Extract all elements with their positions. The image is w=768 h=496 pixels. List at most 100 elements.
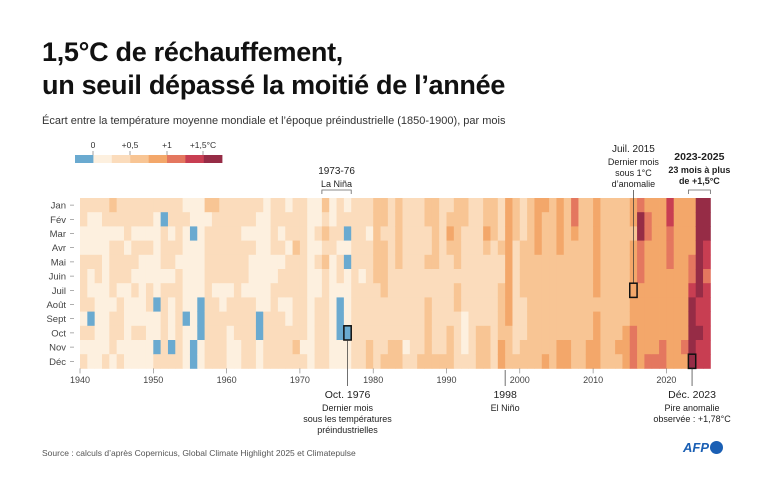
annotation-text: Pire anomalie — [665, 403, 720, 413]
heatmap-cell — [534, 311, 543, 327]
heatmap-cell — [681, 283, 689, 298]
heatmap-cell — [387, 269, 396, 284]
heatmap-cell — [292, 354, 301, 369]
heatmap-cell — [109, 340, 118, 355]
heatmap-cell — [189, 254, 198, 270]
heatmap-cell — [380, 254, 389, 270]
heatmap-cell — [409, 297, 418, 312]
heatmap-cell — [277, 311, 286, 327]
heatmap-cell — [446, 354, 455, 369]
heatmap-cell — [101, 198, 110, 213]
heatmap-cell — [380, 240, 389, 256]
heatmap-cell — [556, 198, 565, 213]
heatmap-cell — [321, 240, 330, 256]
heatmap-cell — [387, 240, 396, 256]
heatmap-cell — [512, 340, 521, 355]
heatmap-cell — [673, 297, 682, 312]
heatmap-cell — [453, 226, 462, 241]
heatmap-cell — [519, 269, 528, 284]
year-label: 2000 — [510, 375, 530, 385]
heatmap-cell — [424, 198, 433, 213]
heatmap-cell — [329, 283, 337, 298]
heatmap-cell — [167, 311, 176, 327]
heatmap-cell — [189, 198, 198, 213]
heatmap-cell — [248, 269, 257, 284]
heatmap-cell — [329, 354, 337, 369]
heatmap-cell — [101, 354, 110, 369]
heatmap-cell — [688, 297, 697, 312]
heatmap-cell — [365, 340, 374, 355]
heatmap-cell — [116, 311, 125, 327]
heatmap-cell — [681, 269, 689, 284]
heatmap-cell — [439, 354, 447, 369]
heatmap-cell — [417, 354, 425, 369]
heatmap-cell — [80, 283, 88, 298]
heatmap-cell — [461, 212, 469, 227]
heatmap-cell — [651, 198, 660, 213]
heatmap-cell — [607, 354, 616, 369]
heatmap-cell — [512, 226, 521, 241]
heatmap-cell — [123, 269, 132, 284]
heatmap-cell — [336, 297, 345, 312]
heatmap-cell — [387, 325, 396, 341]
heatmap-cell — [299, 283, 308, 298]
legend-swatch — [111, 155, 131, 163]
heatmap-cell — [329, 212, 337, 227]
heatmap-cell — [468, 198, 477, 213]
heatmap-cell — [666, 311, 675, 327]
heatmap-cell — [87, 354, 96, 369]
heatmap-cell — [248, 283, 257, 298]
heatmap-cell — [263, 283, 271, 298]
heatmap-cell — [292, 254, 301, 270]
heatmap-cell — [241, 283, 249, 298]
heatmap-cell — [666, 240, 675, 256]
heatmap-cell — [219, 325, 227, 341]
heatmap-cell — [182, 283, 191, 298]
heatmap-cell — [94, 340, 103, 355]
month-label: Jan — [51, 201, 66, 212]
heatmap-cell — [453, 311, 462, 327]
heatmap-cell — [263, 311, 271, 327]
heatmap-cell — [497, 354, 506, 369]
heatmap-cell — [673, 198, 682, 213]
heatmap-cell — [578, 311, 587, 327]
heatmap-cell — [387, 226, 396, 241]
heatmap-cell — [695, 212, 704, 227]
heatmap-cell — [233, 297, 242, 312]
heatmap-cell — [351, 283, 359, 298]
heatmap-cell — [483, 212, 491, 227]
heatmap-cell — [571, 297, 579, 312]
heatmap-cell — [703, 198, 711, 213]
heatmap-cell — [109, 198, 118, 213]
heatmap-cell — [189, 269, 198, 284]
heatmap-cell — [373, 283, 381, 298]
heatmap-cell — [270, 283, 279, 298]
heatmap-cell — [219, 311, 227, 327]
heatmap-cell — [600, 226, 609, 241]
annotation-text: sous les températures — [303, 414, 392, 424]
heatmap-cell — [299, 269, 308, 284]
heatmap-cell — [307, 354, 315, 369]
heatmap-cell — [263, 340, 271, 355]
heatmap-cell — [607, 340, 616, 355]
heatmap-cell — [211, 198, 220, 213]
heatmap-cell — [94, 240, 103, 256]
heatmap-cell — [255, 254, 264, 270]
heatmap-cell — [211, 283, 220, 298]
heatmap-cell — [534, 226, 543, 241]
heatmap-cell — [541, 354, 550, 369]
heatmap-cell — [461, 254, 469, 270]
heatmap-cell — [387, 354, 396, 369]
heatmap-cell — [145, 340, 154, 355]
heatmap-cell — [233, 311, 242, 327]
heatmap-cell — [131, 283, 140, 298]
heatmap-cell — [475, 198, 484, 213]
heatmap-cell — [659, 340, 667, 355]
heatmap-cell — [497, 269, 506, 284]
heatmap-cell — [527, 283, 535, 298]
heatmap-cell — [123, 297, 132, 312]
heatmap-cell — [519, 354, 528, 369]
heatmap-cell — [123, 325, 132, 341]
heatmap-cell — [629, 283, 638, 298]
